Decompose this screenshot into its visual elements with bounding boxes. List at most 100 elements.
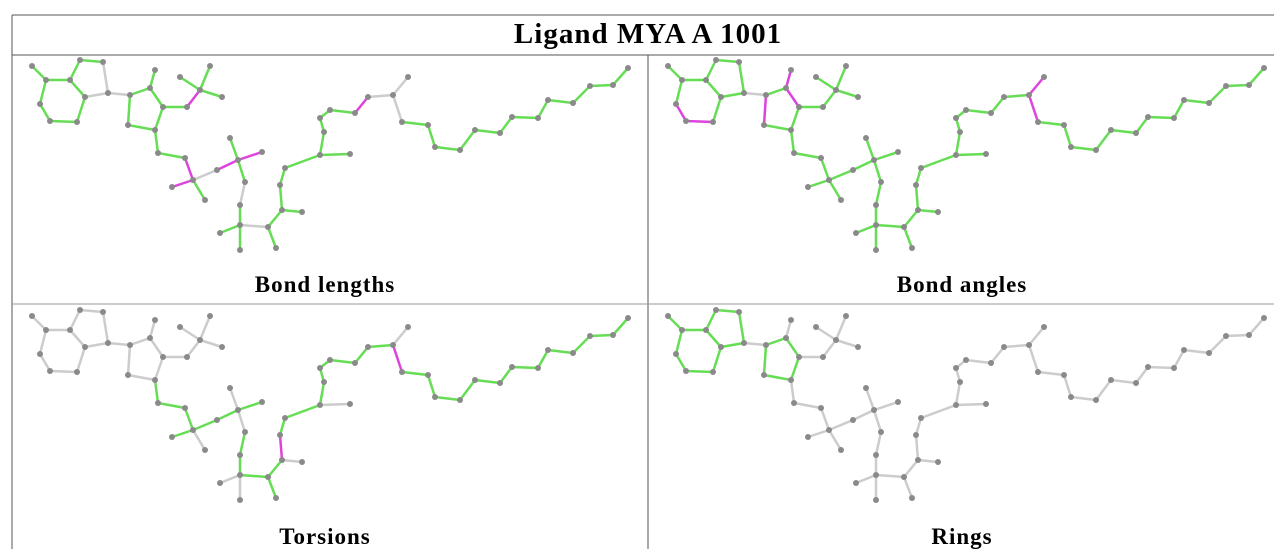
bond <box>426 374 437 398</box>
atom <box>77 57 83 63</box>
bond <box>367 343 394 349</box>
bond <box>704 59 718 81</box>
bond <box>1135 366 1149 384</box>
bond <box>685 369 714 374</box>
bond <box>69 79 86 98</box>
atom <box>788 377 794 383</box>
atom <box>277 182 283 188</box>
bond <box>720 91 745 99</box>
atom <box>227 385 233 391</box>
atom <box>1035 369 1041 375</box>
atom <box>265 224 271 230</box>
bond <box>267 459 283 478</box>
bond <box>401 120 429 127</box>
atom <box>1246 332 1252 338</box>
atom <box>327 107 333 113</box>
atom <box>432 394 438 400</box>
bond <box>914 184 920 211</box>
atom <box>587 83 593 89</box>
atom <box>43 327 49 333</box>
molecule-images <box>29 57 1267 503</box>
bond <box>737 61 746 94</box>
atom <box>317 402 323 408</box>
bond <box>1172 349 1186 369</box>
atom <box>873 247 879 253</box>
bond <box>954 381 962 406</box>
bond <box>855 473 877 485</box>
atom <box>853 230 859 236</box>
bond <box>822 339 837 358</box>
atom <box>190 177 196 183</box>
bond <box>38 329 48 355</box>
bond <box>191 179 207 201</box>
bond <box>284 153 321 170</box>
bond <box>536 349 550 369</box>
bond <box>874 431 883 456</box>
bond <box>237 150 263 162</box>
bond <box>715 58 740 64</box>
bond <box>38 103 52 122</box>
atom <box>1001 94 1007 100</box>
atom <box>152 127 158 133</box>
bond <box>49 119 78 124</box>
bond <box>1208 85 1227 104</box>
bond <box>1110 378 1137 385</box>
atom <box>953 365 959 371</box>
bond <box>1003 343 1030 349</box>
bond <box>354 346 369 364</box>
atom <box>237 472 243 478</box>
bond <box>784 69 793 89</box>
atom <box>783 335 789 341</box>
bond <box>237 400 263 412</box>
atom <box>805 434 811 440</box>
atom <box>160 104 166 110</box>
bond <box>153 129 160 154</box>
atom <box>838 447 844 453</box>
bond <box>705 329 722 348</box>
atom <box>1171 365 1177 371</box>
atom <box>390 92 396 98</box>
atom <box>399 369 405 375</box>
atom <box>673 351 679 357</box>
atom <box>347 401 353 407</box>
atom <box>497 130 503 136</box>
molecule <box>665 57 1267 253</box>
bond <box>281 458 303 464</box>
bond <box>1147 365 1175 370</box>
atom <box>1206 100 1212 106</box>
atom <box>1133 380 1139 386</box>
bond <box>266 226 278 249</box>
bond <box>875 223 905 229</box>
bond <box>589 83 614 88</box>
atom <box>843 313 849 319</box>
atom <box>963 107 969 113</box>
atom <box>703 327 709 333</box>
atom <box>570 100 576 106</box>
caption: Bond angles <box>897 272 1028 297</box>
atom <box>317 152 323 158</box>
bond <box>126 344 132 376</box>
bond <box>459 379 476 401</box>
atom <box>321 129 327 135</box>
bond <box>704 309 718 331</box>
bond <box>219 473 241 485</box>
bond <box>474 378 501 385</box>
bond <box>855 223 877 235</box>
bond <box>1095 129 1112 151</box>
bond <box>198 65 212 91</box>
bond <box>1027 94 1040 123</box>
bond <box>1172 99 1186 119</box>
bond <box>763 373 792 382</box>
bond <box>784 319 793 339</box>
atom <box>352 360 358 366</box>
atom <box>988 360 994 366</box>
atom <box>273 245 279 251</box>
atom <box>855 344 861 350</box>
atom <box>1035 119 1041 125</box>
atom <box>147 335 153 341</box>
atom <box>37 351 43 357</box>
atom <box>152 67 158 73</box>
bond <box>1248 317 1265 336</box>
bond <box>1037 370 1065 377</box>
bond <box>392 76 409 96</box>
